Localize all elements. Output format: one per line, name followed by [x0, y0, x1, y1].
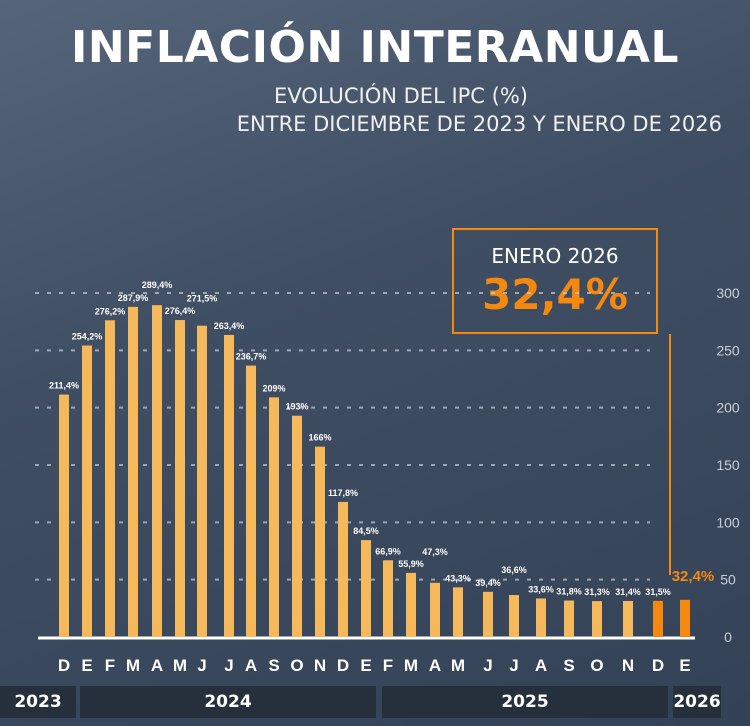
- data-label: 254,2%: [72, 332, 103, 342]
- bar: [269, 397, 279, 637]
- bar: [592, 601, 602, 637]
- data-label: 39,4%: [475, 578, 501, 588]
- bar: [509, 595, 519, 637]
- data-label: 33,6%: [528, 584, 554, 594]
- x-tick-label: M: [173, 656, 187, 675]
- bar: [536, 598, 546, 637]
- data-label: 211,4%: [49, 381, 79, 391]
- bar: [82, 345, 92, 637]
- data-label: 31,3%: [584, 587, 610, 597]
- y-tick-label: 250: [716, 342, 740, 358]
- bar: [152, 305, 162, 637]
- bar: [224, 334, 234, 637]
- x-tick-label: F: [105, 656, 115, 675]
- bar: [483, 591, 493, 637]
- bar: [361, 540, 371, 637]
- bar: [430, 582, 440, 637]
- bar: [653, 600, 663, 637]
- bar: [197, 325, 207, 637]
- data-label: 31,8%: [556, 587, 582, 597]
- y-tick-label: 300: [716, 285, 740, 301]
- x-tick-label: E: [360, 656, 371, 675]
- bar: [564, 600, 574, 637]
- chart-title: INFLACIÓN INTERANUAL: [70, 22, 680, 73]
- data-label: 263,4%: [214, 321, 245, 331]
- data-label: 271,5%: [187, 294, 218, 304]
- data-label: 31,4%: [615, 587, 641, 597]
- bar: [680, 599, 690, 637]
- bar: [105, 320, 115, 637]
- x-tick-label: S: [268, 656, 279, 675]
- data-label: 66,9%: [375, 546, 401, 556]
- data-label: 36,6%: [501, 565, 527, 575]
- callout-box: ENERO 2026 32,4%: [452, 228, 658, 334]
- data-label: 209%: [262, 383, 285, 393]
- data-label: 289,4%: [142, 280, 173, 290]
- x-tick-label: D: [337, 656, 349, 675]
- data-label: 276,4%: [165, 306, 196, 316]
- x-tick-label: M: [126, 656, 140, 675]
- x-tick-label: A: [535, 656, 547, 675]
- x-tick-label: J: [224, 656, 233, 675]
- x-tick-label: J: [509, 656, 518, 675]
- bar: [246, 365, 256, 637]
- bar: [453, 587, 463, 637]
- bar: [292, 415, 302, 637]
- y-tick-label: 50: [720, 572, 736, 588]
- callout-value: 32,4%: [482, 270, 628, 319]
- data-label: 287,9%: [118, 293, 149, 303]
- data-label: 166%: [308, 433, 331, 443]
- x-tick-label: J: [483, 656, 492, 675]
- x-tick-label: M: [451, 656, 465, 675]
- x-tick-label: E: [81, 656, 92, 675]
- data-label: 117,8%: [328, 488, 358, 498]
- chart-subtitle-1: EVOLUCIÓN DEL IPC (%): [274, 84, 528, 108]
- data-label: 193%: [285, 402, 308, 412]
- y-tick-label: 150: [716, 457, 740, 473]
- data-label: 47,3%: [422, 547, 448, 557]
- callout-label: ENERO 2026: [491, 244, 619, 268]
- year-2024: 2024: [80, 686, 376, 718]
- x-tick-label: D: [58, 656, 70, 675]
- x-tick-label: A: [245, 656, 257, 675]
- year-2025: 2025: [382, 686, 668, 718]
- y-tick-label: 200: [716, 400, 740, 416]
- x-tick-label: S: [563, 656, 574, 675]
- x-tick-label: O: [290, 656, 303, 675]
- data-label: 43,3%: [445, 573, 471, 583]
- x-tick-label: A: [429, 656, 441, 675]
- bar: [315, 446, 325, 637]
- data-label: 276,2%: [95, 306, 126, 316]
- bar: [59, 394, 69, 637]
- bar: [383, 560, 393, 637]
- x-tick-label: N: [314, 656, 326, 675]
- bar: [623, 600, 633, 637]
- data-label: 84,5%: [353, 526, 379, 536]
- bar: [338, 501, 348, 637]
- x-tick-label: F: [383, 656, 393, 675]
- chart-subtitle-2: ENTRE DICIEMBRE DE 2023 Y ENERO DE 2026: [236, 112, 722, 136]
- bar: [175, 320, 185, 637]
- x-tick-label: E: [679, 656, 690, 675]
- y-tick-label: 100: [716, 514, 740, 530]
- x-tick-label: M: [404, 656, 418, 675]
- x-tick-label: A: [151, 656, 163, 675]
- year-2023: 2023: [0, 686, 76, 718]
- bar: [406, 572, 416, 637]
- x-tick-label: D: [652, 656, 664, 675]
- bar: [128, 306, 138, 637]
- x-tick-label: O: [590, 656, 603, 675]
- x-tick-label: J: [197, 656, 206, 675]
- data-label: 32,4%: [672, 568, 715, 585]
- x-tick-label: N: [622, 656, 634, 675]
- data-label: 236,7%: [236, 352, 267, 362]
- data-label: 55,9%: [398, 559, 424, 569]
- year-2026: 2026: [673, 686, 721, 718]
- y-tick-label: 0: [724, 629, 732, 645]
- data-label: 31,5%: [645, 587, 671, 597]
